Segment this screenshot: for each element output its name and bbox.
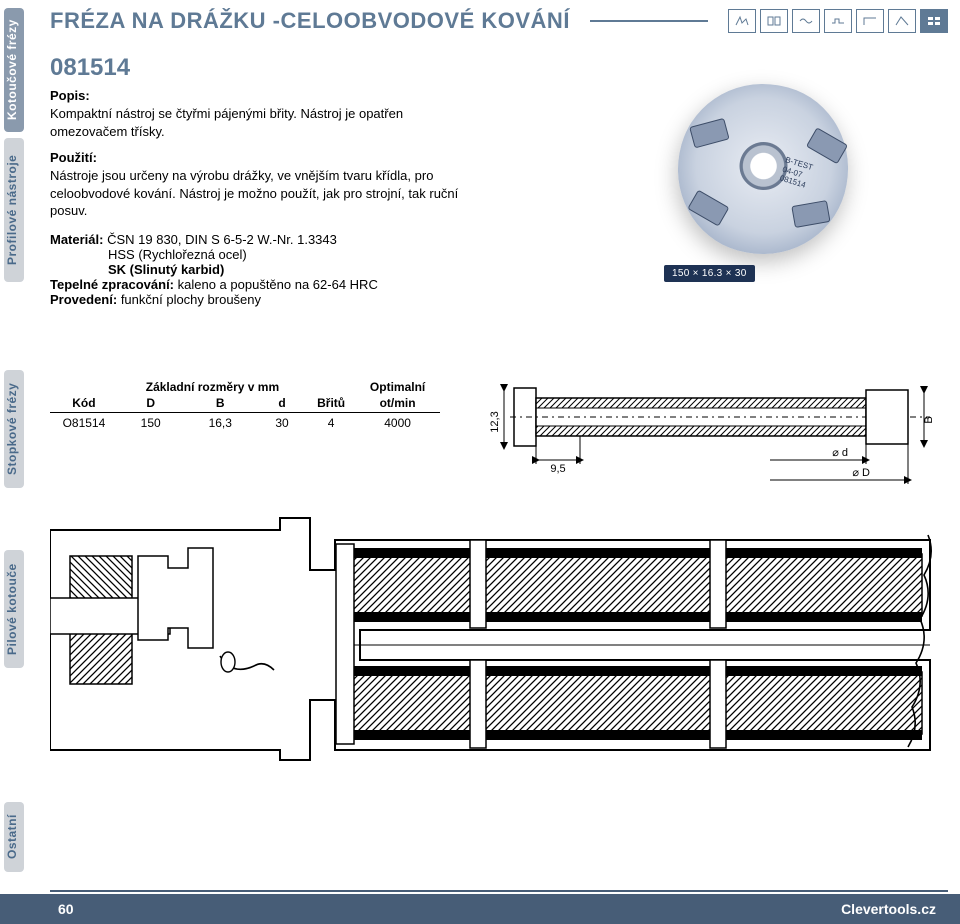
- title-rule: [590, 20, 708, 22]
- col-B: B: [184, 394, 257, 413]
- tab-kotoucove-frezy[interactable]: Kotoučové frézy: [4, 8, 24, 132]
- dim-B: B: [923, 416, 935, 423]
- footer-rule: [50, 890, 948, 892]
- tepelne-label: Tepelné zpracování:: [50, 277, 174, 292]
- content-area: FRÉZA NA DRÁŽKU -CELOOBVODOVÉ KOVÁNÍ 081…: [50, 8, 948, 307]
- tab-ostatni[interactable]: Ostatní: [4, 802, 24, 872]
- product-photo: B-TEST 04-07 081514 150 × 16.3 × 30: [638, 68, 888, 278]
- cell-code: O81514: [50, 413, 118, 434]
- page-number: 60: [58, 901, 74, 917]
- profile-diagram: 12,3 B 9,5 ⌀ d ⌀ D: [470, 380, 940, 500]
- feature-icon: [824, 9, 852, 33]
- photo-side-text: B-TEST 04-07 081514: [778, 155, 863, 206]
- table-opt-header: Optimalní: [355, 378, 440, 394]
- table-row: O81514 150 16,3 30 4 4000: [50, 413, 440, 434]
- col-otmin: ot/min: [355, 394, 440, 413]
- sidebar: Kotoučové frézy Profilové nástroje Stopk…: [0, 0, 42, 870]
- cell-britu: 4: [307, 413, 355, 434]
- dim-D: ⌀ D: [852, 467, 870, 479]
- cell-D: 150: [118, 413, 184, 434]
- pouziti-text: Nástroje jsou určeny na výrobu drážky, v…: [50, 167, 470, 220]
- feature-icon: [856, 9, 884, 33]
- popis-text: Kompaktní nástroj se čtyřmi pájenými bři…: [50, 105, 470, 140]
- spec-table-block: Základní rozměry v mm Optimalní Kód D B …: [50, 378, 440, 433]
- page-title: FRÉZA NA DRÁŽKU -CELOOBVODOVÉ KOVÁNÍ: [50, 8, 570, 34]
- footer-site: Clevertools.cz: [841, 901, 936, 917]
- tab-pilove-kotouce[interactable]: Pilové kotouče: [4, 550, 24, 668]
- provedeni-label: Provedení:: [50, 292, 117, 307]
- feature-icon: [728, 9, 756, 33]
- tab-profilove-nastroje[interactable]: Profilové nástroje: [4, 138, 24, 282]
- feature-icon-strip: [728, 9, 948, 33]
- feature-icon-active: [920, 9, 948, 33]
- cell-B: 16,3: [184, 413, 257, 434]
- cross-section-diagram: [50, 500, 940, 840]
- spec-table: Základní rozměry v mm Optimalní Kód D B …: [50, 378, 440, 433]
- cell-d: 30: [257, 413, 307, 434]
- dim-height: 12,3: [489, 411, 501, 432]
- feature-icon: [888, 9, 916, 33]
- cell-otmin: 4000: [355, 413, 440, 434]
- feature-icon: [760, 9, 788, 33]
- col-kod: Kód: [50, 394, 118, 413]
- table-group-header: Základní rozměry v mm: [118, 378, 307, 394]
- provedeni-value: funkční plochy broušeny: [121, 292, 261, 307]
- col-d: d: [257, 394, 307, 413]
- photo-bottom-label: 150 × 16.3 × 30: [664, 265, 755, 282]
- col-britu: Břitů: [307, 394, 355, 413]
- material-value: ČSN 19 830, DIN S 6-5-2 W.-Nr. 1.3343: [107, 232, 337, 247]
- title-row: FRÉZA NA DRÁŽKU -CELOOBVODOVÉ KOVÁNÍ: [50, 8, 948, 34]
- tepelne-value: kaleno a popuštěno na 62-64 HRC: [178, 277, 378, 292]
- page-footer: 60 Clevertools.cz: [0, 894, 960, 924]
- dim-d: ⌀ d: [832, 447, 848, 459]
- tab-stopkove-frezy[interactable]: Stopkové frézy: [4, 370, 24, 488]
- material-label: Materiál:: [50, 232, 103, 247]
- col-D: D: [118, 394, 184, 413]
- feature-icon: [792, 9, 820, 33]
- dim-gap: 9,5: [550, 463, 565, 475]
